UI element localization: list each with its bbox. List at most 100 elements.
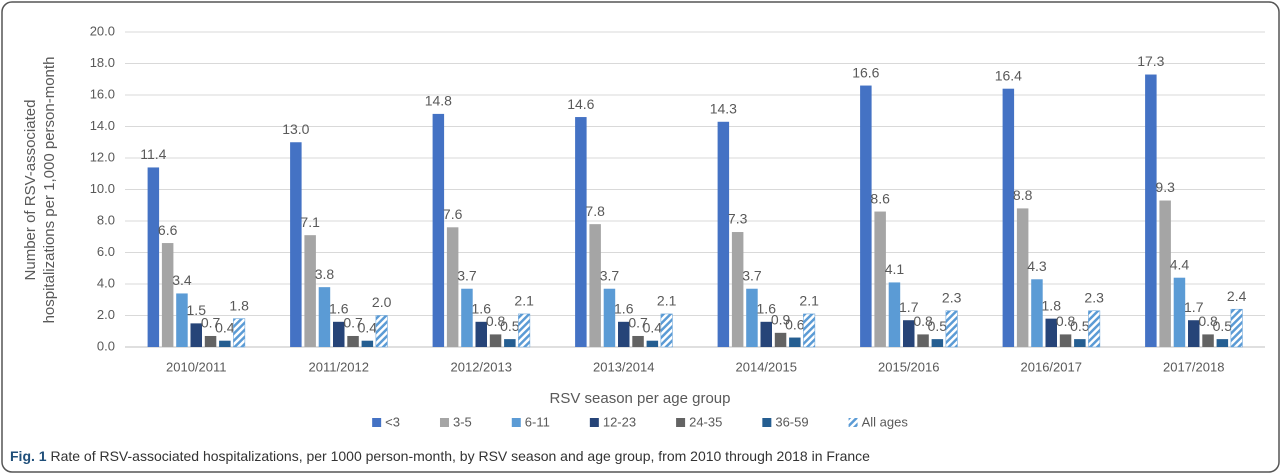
bar: [1145, 74, 1157, 348]
bar: [1188, 320, 1200, 347]
data-label: 1.8: [1042, 297, 1062, 313]
data-label: 2.0: [372, 294, 392, 310]
bar: [1045, 318, 1057, 347]
data-label: 14.3: [710, 100, 737, 116]
data-label: 2.1: [657, 293, 677, 309]
bar: [304, 235, 316, 347]
bar: [603, 288, 616, 347]
caption: Fig. 1 Rate of RSV-associated hospitaliz…: [10, 448, 870, 464]
bar: [161, 243, 174, 347]
data-label: 9.3: [1155, 179, 1175, 195]
bar: [290, 142, 302, 347]
data-label: 2.1: [514, 293, 534, 309]
data-label: 2.1: [799, 293, 819, 309]
bar: [518, 313, 531, 348]
data-label: 4.4: [1170, 256, 1190, 272]
bar: [618, 321, 630, 347]
bar: [646, 340, 659, 347]
data-label: 0.8: [1056, 313, 1076, 329]
x-tick-label: 2012/2013: [451, 359, 512, 374]
x-tick-label: 2013/2014: [593, 359, 654, 374]
legend-label: 6-11: [525, 414, 550, 429]
data-label: 0.8: [913, 313, 933, 329]
data-label: 3.8: [315, 266, 335, 282]
bar: [504, 339, 516, 347]
data-label: 0.6: [785, 316, 805, 332]
data-label: 1.6: [329, 301, 349, 317]
bar: [1002, 88, 1015, 347]
data-label: 1.6: [472, 301, 492, 317]
data-label: 11.4: [140, 146, 166, 162]
legend-label: 12-23: [603, 414, 636, 429]
data-label: 3.4: [172, 272, 192, 288]
y-tick-label: 2.0: [97, 307, 115, 322]
bar: [1074, 339, 1086, 347]
bar: [1016, 208, 1029, 347]
data-label: 7.1: [300, 214, 320, 230]
data-label: 0.7: [201, 315, 221, 331]
bar: [432, 113, 445, 348]
bar: [204, 335, 217, 347]
bar: [1159, 200, 1171, 347]
legend-swatch: [848, 418, 858, 427]
x-tick-label: 2014/2015: [736, 359, 797, 374]
data-label: 0.5: [500, 318, 520, 334]
bar: [774, 332, 787, 347]
data-label: 16.6: [852, 64, 879, 80]
x-tick-label: 2015/2016: [878, 359, 939, 374]
legend-label: 24-35: [689, 414, 722, 429]
data-label: 14.8: [425, 93, 452, 109]
bar: [660, 313, 673, 348]
bar: [575, 117, 587, 347]
data-label: 0.7: [343, 315, 363, 331]
y-tick-label: 20.0: [90, 23, 115, 38]
bar: [903, 320, 915, 347]
bar: [1216, 339, 1229, 347]
data-label: 0.4: [358, 319, 378, 335]
data-label: 1.6: [757, 301, 777, 317]
bar: [945, 310, 958, 348]
y-tick-label: 18.0: [90, 55, 115, 70]
bar: [190, 323, 202, 347]
bar: [489, 334, 502, 347]
caption-label: Fig. 1: [10, 448, 47, 464]
bar: [731, 232, 744, 347]
data-label: 0.7: [628, 315, 648, 331]
data-label: 16.4: [995, 67, 1022, 83]
bar: [888, 282, 901, 347]
y-axis-title-line: Number of RSV-associated: [22, 100, 39, 281]
data-label: 4.3: [1027, 258, 1047, 274]
bar: [446, 227, 459, 347]
bar: [931, 339, 944, 347]
data-label: 3.7: [457, 267, 477, 283]
y-tick-label: 6.0: [97, 244, 115, 259]
data-label: 14.6: [567, 96, 594, 112]
bar: [147, 167, 160, 347]
bar: [318, 287, 331, 347]
legend-label: <3: [385, 414, 400, 429]
bar: [860, 85, 872, 348]
bar: [1031, 279, 1043, 347]
y-tick-label: 4.0: [97, 275, 115, 290]
bar: [1230, 308, 1243, 348]
bar: [176, 293, 188, 347]
data-label: 0.5: [928, 318, 948, 334]
bar: [589, 224, 601, 347]
data-label: 1.8: [229, 297, 249, 313]
data-label: 2.4: [1227, 288, 1247, 304]
data-label: 7.6: [443, 206, 463, 222]
legend-swatch: [762, 418, 772, 427]
data-label: 6.6: [158, 222, 178, 238]
bar: [375, 315, 388, 348]
data-label: 0.8: [1198, 313, 1218, 329]
data-label: 1.7: [899, 299, 919, 315]
data-label: 8.6: [870, 190, 890, 206]
bar: [1173, 277, 1186, 347]
x-tick-label: 2016/2017: [1021, 359, 1082, 374]
legend-label: 3-5: [453, 414, 472, 429]
data-label: 0.5: [1070, 318, 1090, 334]
bar: [1202, 334, 1214, 347]
x-tick-label: 2017/2018: [1163, 359, 1224, 374]
y-tick-label: 16.0: [90, 86, 115, 101]
